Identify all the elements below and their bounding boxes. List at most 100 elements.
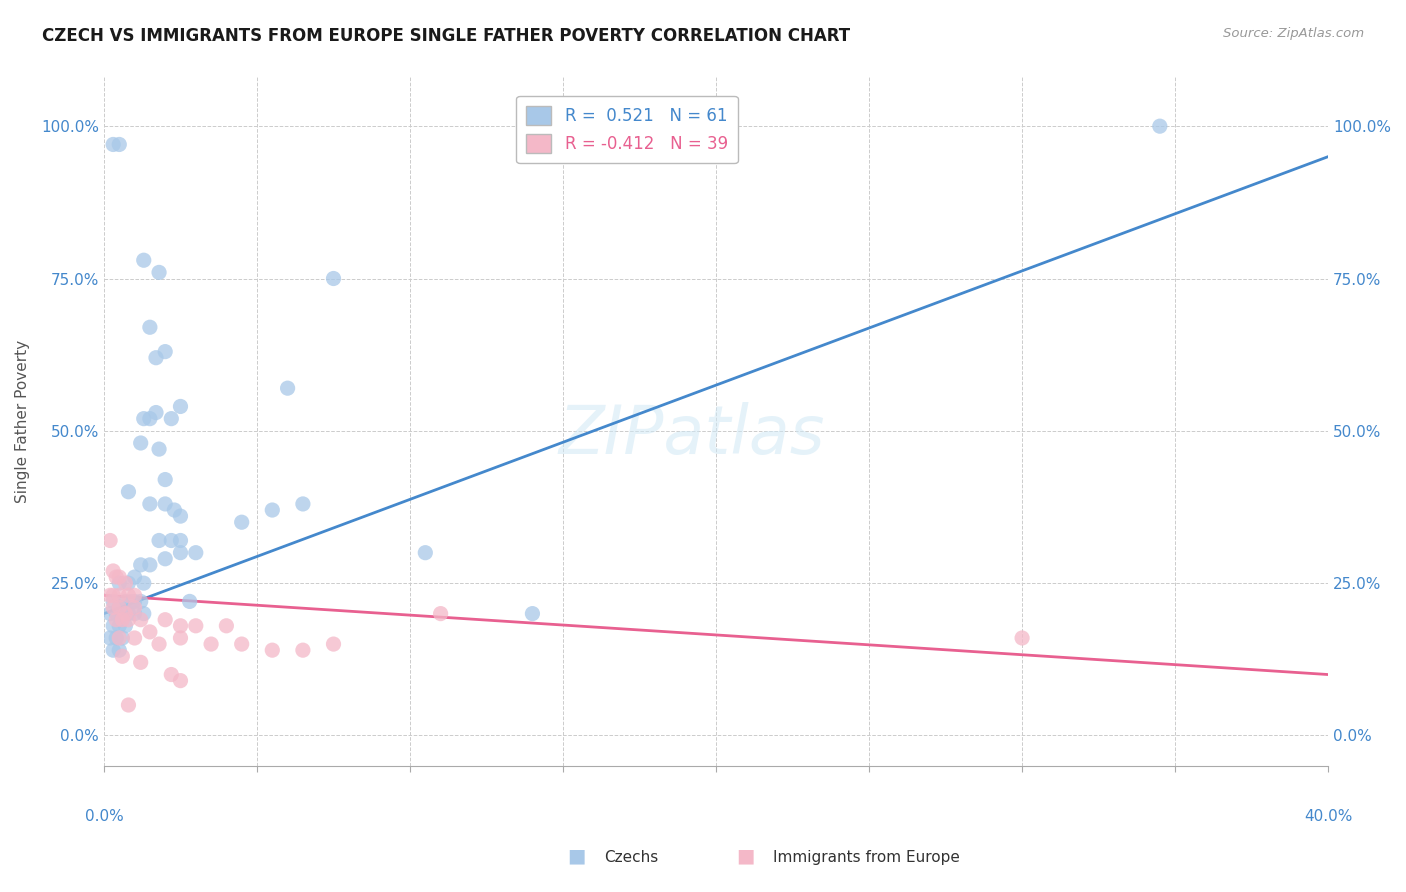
Point [160, 667, 183, 681]
Point [148, 533, 170, 548]
Point [415, 546, 437, 560]
Point [105, 570, 128, 584]
Point [322, 271, 344, 285]
Point [153, 473, 176, 487]
Point [108, 600, 131, 615]
Point [98, 588, 121, 602]
Point [291, 497, 314, 511]
Point [117, 607, 139, 621]
Point [132, 411, 155, 425]
Point [522, 607, 544, 621]
Point [101, 594, 124, 608]
Point [160, 411, 183, 425]
Point [148, 265, 170, 279]
Point [101, 588, 124, 602]
Point [111, 649, 134, 664]
Text: Source: ZipAtlas.com: Source: ZipAtlas.com [1223, 27, 1364, 40]
Point [169, 673, 191, 688]
Point [139, 497, 162, 511]
Point [262, 503, 284, 517]
Point [111, 613, 134, 627]
Point [184, 546, 207, 560]
Point [129, 594, 152, 608]
Point [169, 619, 191, 633]
Point [98, 607, 121, 621]
Point [153, 613, 176, 627]
Point [108, 570, 131, 584]
Point [139, 624, 162, 639]
Point [105, 607, 128, 621]
Point [139, 558, 162, 572]
Point [124, 607, 146, 621]
Point [117, 484, 139, 499]
Point [153, 344, 176, 359]
Text: Immigrants from Europe: Immigrants from Europe [773, 850, 960, 865]
Text: 40.0%: 40.0% [1303, 808, 1353, 823]
Point [114, 594, 136, 608]
Text: Czechs: Czechs [605, 850, 659, 865]
Point [124, 600, 146, 615]
Point [132, 253, 155, 268]
Point [101, 564, 124, 578]
Point [108, 619, 131, 633]
Point [111, 631, 134, 645]
Point [108, 137, 131, 152]
Point [429, 607, 451, 621]
Point [169, 533, 191, 548]
Point [114, 576, 136, 591]
Point [101, 643, 124, 657]
Point [114, 619, 136, 633]
Point [231, 637, 253, 651]
Point [169, 509, 191, 524]
Point [124, 631, 146, 645]
Point [148, 637, 170, 651]
Point [117, 613, 139, 627]
Point [108, 588, 131, 602]
Point [169, 631, 191, 645]
Point [129, 613, 152, 627]
Point [139, 320, 162, 334]
Point [179, 594, 201, 608]
Point [132, 576, 155, 591]
Point [184, 619, 207, 633]
Point [121, 594, 143, 608]
Point [124, 588, 146, 602]
Point [101, 137, 124, 152]
Point [98, 631, 121, 645]
Point [129, 558, 152, 572]
Point [1149, 119, 1171, 133]
Point [215, 619, 238, 633]
Point [108, 631, 131, 645]
Point [105, 631, 128, 645]
Point [231, 515, 253, 529]
Point [145, 405, 167, 419]
Point [108, 576, 131, 591]
Point [262, 643, 284, 657]
Y-axis label: Single Father Poverty: Single Father Poverty [15, 340, 30, 503]
Point [148, 442, 170, 456]
Point [108, 643, 131, 657]
Point [114, 607, 136, 621]
Point [117, 698, 139, 712]
Point [108, 600, 131, 615]
Point [169, 400, 191, 414]
Point [129, 436, 152, 450]
Point [145, 351, 167, 365]
Point [1011, 631, 1033, 645]
Point [291, 643, 314, 657]
Text: ■: ■ [735, 847, 755, 865]
Point [105, 613, 128, 627]
Point [160, 533, 183, 548]
Legend: R =  0.521   N = 61, R = -0.412   N = 39: R = 0.521 N = 61, R = -0.412 N = 39 [516, 96, 738, 163]
Text: 0.0%: 0.0% [84, 808, 124, 823]
Point [101, 600, 124, 615]
Point [117, 576, 139, 591]
Point [200, 637, 222, 651]
Text: ■: ■ [567, 847, 586, 865]
Point [101, 619, 124, 633]
Point [153, 551, 176, 566]
Point [153, 497, 176, 511]
Point [117, 588, 139, 602]
Point [169, 546, 191, 560]
Point [111, 607, 134, 621]
